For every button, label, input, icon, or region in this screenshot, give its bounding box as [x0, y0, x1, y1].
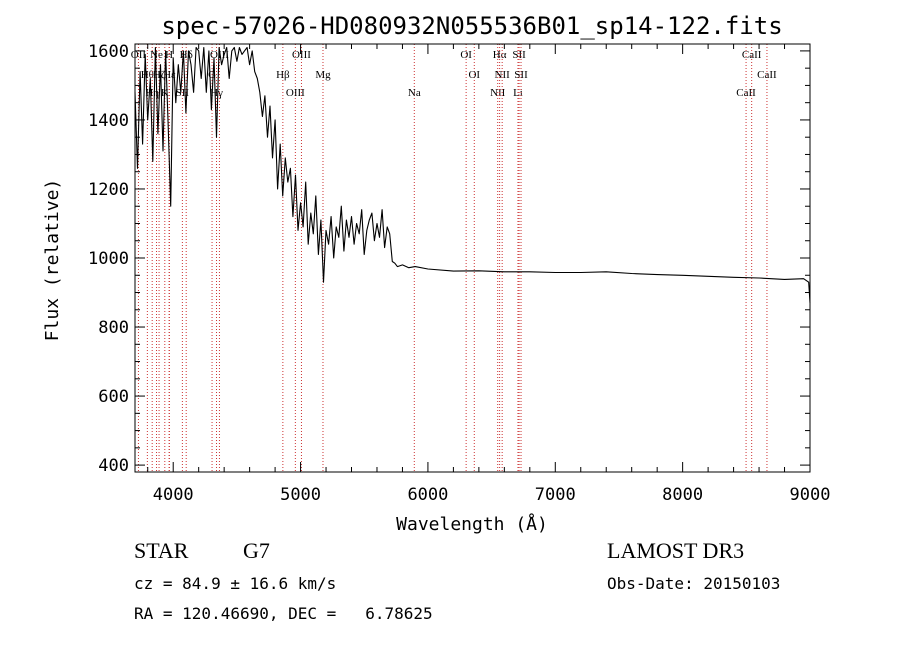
plot-axes: 4000 5000 6000 7000 8000 9000 400 600 800 1000 120… — [88, 42, 830, 505]
survey-name: LAMOST DR3 — [607, 538, 745, 563]
spectral-line-label: NII — [495, 69, 511, 81]
spectral-line-label: H — [165, 49, 173, 61]
spectral-line-label: SII — [514, 69, 528, 81]
x-tick-label: 9000 — [790, 485, 831, 505]
coordinates: RA = 120.46690, DEC = 6.78625 — [134, 604, 433, 623]
spectral-line-label: CaII — [736, 87, 756, 99]
spectral-line-label: Hα — [493, 49, 507, 61]
spectral-line-label: Na — [408, 87, 421, 99]
x-tick-label: 8000 — [662, 485, 703, 505]
spectral-line-label: Mg — [315, 69, 331, 81]
y-tick-label: 800 — [98, 318, 129, 338]
y-tick-label: 400 — [98, 456, 129, 476]
y-axis-label: Flux (relative) — [42, 179, 63, 342]
spectrum-series — [134, 46, 811, 303]
spectral-line-label: Hδ — [180, 49, 193, 61]
spectral-line-label: OIII — [292, 49, 311, 61]
y-tick-label: 1600 — [88, 42, 129, 62]
spectrum-line-0 — [134, 46, 811, 303]
spectral-line-label: Li — [513, 87, 523, 99]
plot-frame — [134, 43, 811, 473]
spectral-line-markers: OIIHθHηNeHζKHHεSIIHδGHγOIIIHβOIIIOIIIMgN… — [131, 44, 777, 472]
spectral-line-label: NII — [490, 87, 506, 99]
spectral-line-label: OI — [468, 69, 480, 81]
spectral-line-label: OI — [460, 49, 472, 61]
x-tick-label: 5000 — [280, 485, 321, 505]
spectral-line-label: OIII — [210, 49, 229, 61]
y-tick-label: 600 — [98, 387, 129, 407]
x-tick-label: 7000 — [535, 485, 576, 505]
redshift-value: cz = 84.9 ± 16.6 km/s — [134, 574, 337, 593]
object-subclass: G7 — [243, 538, 270, 563]
spectral-line-label: Ne — [150, 49, 163, 61]
spectral-line-label: SII — [512, 49, 526, 61]
object-class: STAR — [134, 538, 189, 563]
chart-title: spec-57026-HD080932N055536B01_sp14-122.f… — [161, 12, 782, 40]
y-tick-label: 1000 — [88, 249, 129, 269]
spectral-line-label: G — [208, 69, 216, 81]
x-axis-label: Wavelength (Å) — [396, 513, 548, 535]
y-tick-label: 1200 — [88, 180, 129, 200]
spectral-line-label: CaII — [742, 49, 762, 61]
x-tick-label: 4000 — [153, 485, 194, 505]
y-tick-label: 1400 — [88, 111, 129, 131]
spectral-line-label: OIII — [286, 87, 305, 99]
x-tick-label: 6000 — [407, 485, 448, 505]
spectral-line-label: CaII — [757, 69, 777, 81]
observation-date: Obs-Date: 20150103 — [607, 574, 781, 593]
spectral-line-label: Hβ — [276, 69, 290, 81]
